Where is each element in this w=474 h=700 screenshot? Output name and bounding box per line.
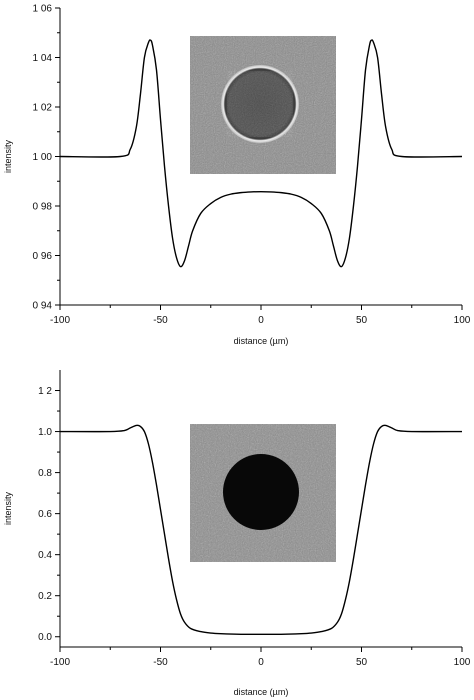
- y-tick-label: 1 06: [33, 4, 53, 15]
- y-tick-label: 0.2: [38, 591, 52, 602]
- x-tick-label: -100: [50, 657, 70, 668]
- y-tick-label: 0 98: [33, 202, 53, 213]
- x-axis-title: distance (µm): [234, 336, 289, 346]
- x-tick-label: 100: [454, 657, 471, 668]
- y-tick-label: 0.4: [38, 550, 52, 561]
- x-tick-label: -100: [50, 315, 70, 326]
- x-tick-label: 50: [356, 315, 368, 326]
- y-tick-label: 1 2: [38, 386, 52, 397]
- series-line: [59, 424, 463, 636]
- x-tick-label: 100: [454, 315, 471, 326]
- x-tick-label: 0: [258, 315, 264, 326]
- y-tick-label: 1 00: [33, 152, 53, 163]
- y-axis-title: intensity: [3, 139, 13, 173]
- inset-image-top: [190, 36, 336, 174]
- y-tick-label: 1 02: [33, 103, 53, 114]
- chart-bottom: -100 -50 0 50 100 0.0 0.2 0.4 0.6 0.8 1.0 1 2 dista…: [3, 370, 471, 697]
- y-tick-label: 0 94: [33, 301, 53, 312]
- y-tick-label: 1.0: [38, 427, 52, 438]
- y-axis-title: intensity: [3, 491, 13, 525]
- inset-image-bottom: [190, 424, 336, 562]
- series-line: [59, 39, 463, 268]
- y-tick-label: 0.6: [38, 509, 52, 520]
- chart-top: -100 -50 0 50 100 0 94 0 96 0 98 1 00 1 02 1 04 1 0…: [3, 4, 471, 347]
- x-tick-label: -50: [153, 315, 168, 326]
- x-tick-label: -50: [153, 657, 168, 668]
- y-tick-label: 0.8: [38, 468, 52, 479]
- y-tick-label: 0 96: [33, 251, 53, 262]
- x-tick-label: 50: [356, 657, 368, 668]
- y-tick-label: 0.0: [38, 632, 52, 643]
- x-tick-label: 0: [258, 657, 264, 668]
- x-axis-title: distance (µm): [234, 687, 289, 697]
- y-tick-label: 1 04: [33, 53, 53, 64]
